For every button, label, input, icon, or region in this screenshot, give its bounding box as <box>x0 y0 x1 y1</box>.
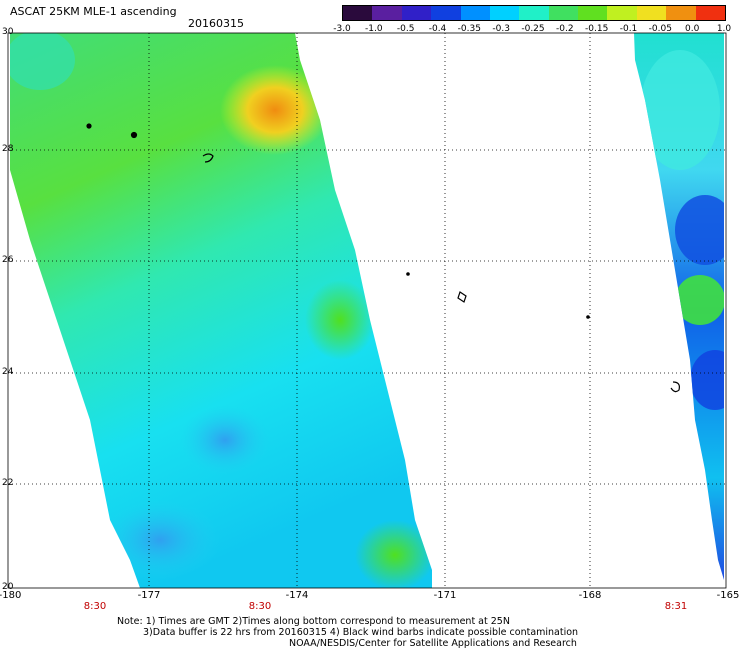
colorbar-tick-label: -0.3 <box>492 24 510 34</box>
colorbar-tick-label: -0.1 <box>619 24 638 34</box>
plot-frame <box>7 32 727 589</box>
right-swath <box>634 33 724 580</box>
note-line-1: Note: 1) Times are GMT 2)Times along bot… <box>117 616 510 627</box>
longitude-label: -174 <box>285 590 309 601</box>
colorbar-tick-label: -3.0 <box>333 24 351 34</box>
colorbar-segment <box>666 6 697 20</box>
colorbar-segment <box>695 6 726 20</box>
colorbar-tick-label: -0.35 <box>457 24 481 34</box>
left-swath <box>10 33 432 588</box>
colorbar-segment <box>578 6 608 20</box>
longitude-label: -171 <box>433 590 457 601</box>
longitude-label: -168 <box>578 590 602 601</box>
island-outlines <box>86 123 680 393</box>
colorbar-segment <box>343 6 373 20</box>
latitude-label: 20 <box>2 582 14 592</box>
longitude-label: -177 <box>137 590 161 601</box>
colorbar-tick-label: -0.25 <box>521 24 545 34</box>
pass-time-label: 8:31 <box>664 601 688 612</box>
colorbar-tick-label: -0.2 <box>556 24 574 34</box>
colorbar-segment <box>607 6 638 20</box>
colorbar-tick-label: -0.05 <box>648 24 672 34</box>
colorbar-tick-label: 1.0 <box>716 24 732 34</box>
pass-time-label: 8:30 <box>83 601 107 612</box>
latitude-label: 24 <box>2 367 14 377</box>
colorbar-segment <box>489 6 520 20</box>
colorbar-tick-label: -1.0 <box>365 24 383 34</box>
longitude-label: -165 <box>716 590 740 601</box>
colorbar-segment <box>519 6 550 20</box>
note-line-3: NOAA/NESDIS/Center for Satellite Applica… <box>289 638 577 649</box>
colorbar-segment <box>636 6 667 20</box>
colorbar-tick-label: 0.0 <box>684 24 700 34</box>
latitude-label: 22 <box>2 478 14 488</box>
colorbar-tick-label: -0.15 <box>585 24 609 34</box>
colorbar-segment <box>431 6 462 20</box>
longitude-label: -180 <box>0 590 22 601</box>
colorbar-segment <box>460 6 491 20</box>
latitude-label: 28 <box>2 144 14 154</box>
image-title: ASCAT 25KM MLE-1 ascending <box>10 5 177 18</box>
latitude-label: 30 <box>2 27 14 37</box>
colorbar-segment <box>401 6 432 20</box>
colorbar-tick-label: -0.5 <box>396 24 415 34</box>
pass-time-label: 8:30 <box>248 601 272 612</box>
grid-lines <box>8 33 726 588</box>
colorbar-tick-label: -0.4 <box>428 24 447 34</box>
colorbar <box>342 5 726 21</box>
latitude-label: 26 <box>2 255 14 265</box>
colorbar-segment <box>372 6 403 20</box>
image-date: 20160315 <box>188 17 244 30</box>
note-line-2: 3)Data buffer is 22 hrs from 20160315 4)… <box>143 627 579 638</box>
colorbar-segment <box>548 6 579 20</box>
